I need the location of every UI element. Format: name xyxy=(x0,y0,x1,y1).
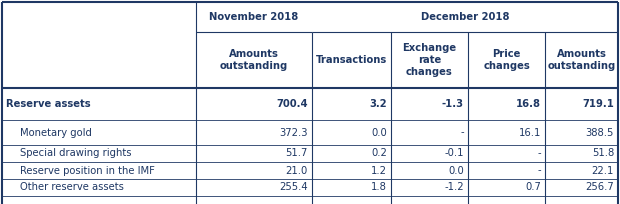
Text: 51.8: 51.8 xyxy=(591,149,614,159)
Text: 256.7: 256.7 xyxy=(585,183,614,193)
Text: Reserve assets: Reserve assets xyxy=(6,99,91,109)
Text: 16.1: 16.1 xyxy=(518,128,541,137)
Text: 51.7: 51.7 xyxy=(286,149,308,159)
Text: -: - xyxy=(461,128,464,137)
Text: Transactions: Transactions xyxy=(316,55,387,65)
Text: -: - xyxy=(538,165,541,175)
Text: December 2018: December 2018 xyxy=(421,12,509,22)
Text: November 2018: November 2018 xyxy=(210,12,299,22)
Text: 21.0: 21.0 xyxy=(286,165,308,175)
Text: 0.7: 0.7 xyxy=(525,183,541,193)
Text: -0.1: -0.1 xyxy=(445,149,464,159)
Text: Price
changes: Price changes xyxy=(483,49,530,71)
Text: Reserve position in the IMF: Reserve position in the IMF xyxy=(20,165,155,175)
Text: 700.4: 700.4 xyxy=(277,99,308,109)
Text: Other reserve assets: Other reserve assets xyxy=(20,183,124,193)
Text: 388.5: 388.5 xyxy=(586,128,614,137)
Text: -1.2: -1.2 xyxy=(445,183,464,193)
Text: 1.2: 1.2 xyxy=(371,165,387,175)
Text: 3.2: 3.2 xyxy=(370,99,387,109)
Text: Exchange
rate
changes: Exchange rate changes xyxy=(402,43,456,77)
Text: Amounts
outstanding: Amounts outstanding xyxy=(220,49,288,71)
Text: 372.3: 372.3 xyxy=(280,128,308,137)
Text: -: - xyxy=(538,149,541,159)
Text: 0.0: 0.0 xyxy=(371,128,387,137)
Text: 1.8: 1.8 xyxy=(371,183,387,193)
Text: 255.4: 255.4 xyxy=(280,183,308,193)
Text: 22.1: 22.1 xyxy=(591,165,614,175)
Text: Amounts
outstanding: Amounts outstanding xyxy=(547,49,616,71)
Text: Monetary gold: Monetary gold xyxy=(20,128,92,137)
Text: -1.3: -1.3 xyxy=(442,99,464,109)
Text: 16.8: 16.8 xyxy=(516,99,541,109)
Text: 0.2: 0.2 xyxy=(371,149,387,159)
Text: 0.0: 0.0 xyxy=(448,165,464,175)
Text: 719.1: 719.1 xyxy=(582,99,614,109)
Text: Special drawing rights: Special drawing rights xyxy=(20,149,131,159)
